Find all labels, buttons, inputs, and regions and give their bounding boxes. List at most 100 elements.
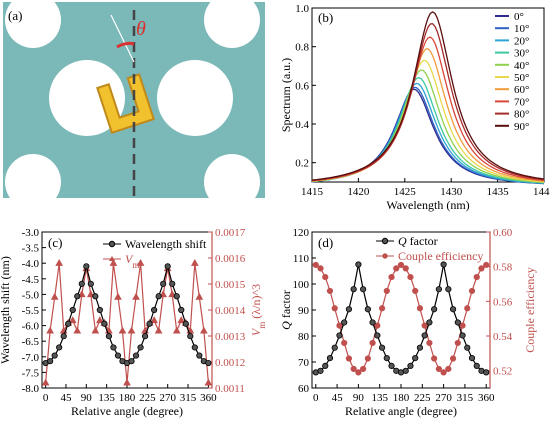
data-point bbox=[445, 365, 452, 373]
data-point bbox=[388, 273, 395, 281]
data-point bbox=[146, 320, 153, 327]
data-point bbox=[378, 305, 386, 312]
x-tick-label: 45 bbox=[60, 392, 72, 404]
y-tick-label: 0.4 bbox=[295, 119, 309, 131]
data-point bbox=[445, 286, 452, 293]
x-tick-label: 45 bbox=[332, 392, 344, 404]
data-point bbox=[51, 352, 58, 359]
y-tick-label: -5.5 bbox=[22, 305, 40, 317]
data-point bbox=[50, 292, 59, 300]
data-point bbox=[128, 358, 135, 365]
x-axis-label: Relative angle (degree) bbox=[71, 404, 183, 418]
y-tick-label: 100 bbox=[293, 279, 310, 291]
data-point bbox=[431, 355, 438, 362]
x-tick-label: 1435 bbox=[487, 186, 510, 198]
x-tick-label: 270 bbox=[435, 392, 452, 404]
y-tick-label: 0.2 bbox=[295, 158, 309, 170]
y-label-symbol: Q bbox=[279, 321, 293, 330]
data-point bbox=[195, 292, 204, 300]
data-point bbox=[426, 319, 433, 326]
data-point bbox=[77, 290, 86, 298]
x-tick-label: 225 bbox=[414, 392, 431, 404]
legend-label: 0° bbox=[514, 11, 524, 23]
data-point bbox=[196, 352, 203, 359]
x-axis-label: Relative angle (degree) bbox=[345, 404, 457, 418]
data-point bbox=[483, 369, 490, 376]
legend-marker bbox=[109, 256, 115, 261]
data-point bbox=[56, 344, 63, 351]
series-line bbox=[311, 11, 545, 181]
series-line bbox=[315, 264, 487, 374]
series-line bbox=[311, 82, 545, 184]
data-point bbox=[473, 273, 480, 281]
y2-tick-label: 0.58 bbox=[493, 262, 513, 274]
data-point bbox=[374, 332, 381, 339]
y-tick-label: 60 bbox=[298, 383, 310, 395]
data-point bbox=[132, 292, 140, 300]
y2-label-unit: (λ/n)^3 bbox=[249, 284, 263, 322]
data-point bbox=[178, 306, 185, 314]
x-tick-label: 0 bbox=[43, 392, 49, 404]
data-point bbox=[204, 378, 213, 386]
legend-label: Couple efficiency bbox=[398, 249, 483, 263]
data-point bbox=[369, 339, 376, 347]
y-tick-label: -8.0 bbox=[22, 383, 40, 395]
data-point bbox=[96, 316, 104, 324]
y-tick-label: -3.5 bbox=[22, 243, 40, 255]
data-point bbox=[331, 305, 338, 312]
data-point bbox=[101, 320, 108, 327]
x-tick-label: 1420 bbox=[347, 186, 370, 198]
data-point bbox=[435, 286, 442, 293]
y-label-rest: factor bbox=[279, 290, 293, 321]
data-point bbox=[46, 326, 54, 334]
data-point bbox=[169, 280, 176, 287]
y2-tick-label: 0.52 bbox=[493, 366, 512, 378]
y2-tick-label: 0.54 bbox=[493, 331, 513, 343]
data-point bbox=[402, 367, 409, 374]
data-point bbox=[464, 344, 471, 351]
y2-tick-label: 0.56 bbox=[493, 296, 513, 308]
data-point bbox=[364, 306, 371, 313]
x-tick-label: 1425 bbox=[394, 186, 417, 198]
series-line bbox=[311, 76, 545, 184]
data-point bbox=[173, 293, 180, 300]
data-point bbox=[92, 293, 99, 300]
data-point bbox=[388, 362, 395, 369]
data-point bbox=[350, 365, 357, 373]
data-point bbox=[65, 320, 72, 327]
data-point bbox=[47, 358, 54, 365]
series-line bbox=[315, 264, 487, 374]
x-tick-label: 315 bbox=[180, 392, 197, 404]
data-point bbox=[449, 306, 457, 313]
data-point bbox=[114, 292, 122, 300]
data-point bbox=[114, 352, 122, 359]
y-tick-label: 1.0 bbox=[295, 3, 309, 15]
series-line bbox=[311, 69, 545, 184]
data-point bbox=[141, 333, 149, 340]
data-point bbox=[154, 326, 163, 334]
data-point bbox=[69, 306, 76, 314]
data-point bbox=[478, 265, 485, 272]
data-point bbox=[378, 344, 386, 351]
data-point bbox=[397, 261, 405, 269]
data-point bbox=[160, 280, 167, 287]
legend-label: 10° bbox=[514, 23, 529, 35]
data-point bbox=[336, 332, 343, 339]
data-point bbox=[393, 265, 400, 272]
legend-label: 90° bbox=[514, 121, 529, 133]
data-point bbox=[86, 290, 95, 298]
data-point bbox=[345, 355, 353, 362]
y-tick-label: -3.0 bbox=[22, 227, 40, 239]
data-point bbox=[431, 306, 438, 313]
y-tick-label: 120 bbox=[293, 227, 310, 239]
data-point bbox=[322, 273, 329, 281]
y2-tick-label: 0.0014 bbox=[215, 305, 246, 317]
data-point bbox=[83, 263, 90, 270]
data-point bbox=[55, 258, 64, 266]
data-point bbox=[41, 378, 50, 386]
y-tick-label: -4.5 bbox=[22, 274, 40, 286]
legend-marker bbox=[381, 237, 389, 245]
data-point bbox=[341, 319, 348, 326]
